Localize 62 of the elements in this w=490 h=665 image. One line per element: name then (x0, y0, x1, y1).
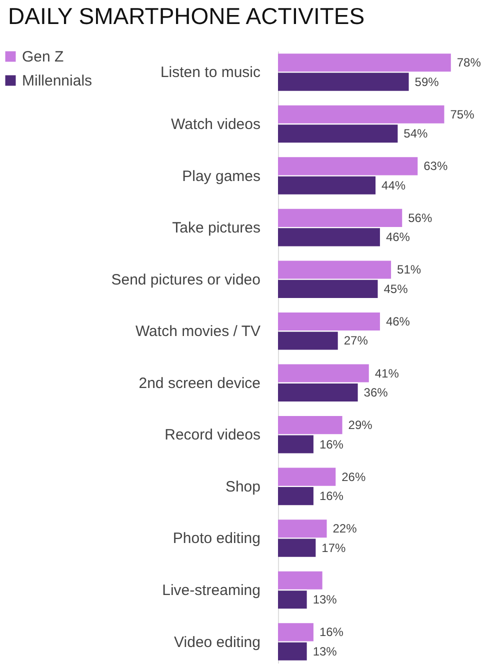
data-label: 78% (456, 56, 482, 70)
data-label: 59% (414, 74, 440, 89)
y-tick-label: Shop (225, 478, 260, 496)
y-tick-label: Live-streaming (162, 582, 260, 599)
data-label: 46% (386, 314, 410, 329)
bar (278, 364, 369, 382)
data-label: 51% (397, 262, 422, 277)
chart-title: DAILY SMARTPHONE ACTIVITES (8, 3, 365, 29)
bar (278, 312, 380, 331)
bar (278, 623, 314, 642)
y-tick-label: Watch movies / TV (135, 323, 260, 340)
bar (278, 538, 316, 557)
bar (278, 105, 444, 124)
bar (278, 54, 451, 72)
data-label: 13% (312, 592, 338, 607)
bar (278, 520, 327, 538)
y-tick-label: Take pictures (172, 220, 260, 237)
bar (278, 228, 380, 246)
data-label: 54% (404, 126, 428, 141)
bar (278, 468, 336, 486)
bar (278, 435, 314, 454)
data-label: 17% (322, 540, 346, 555)
data-label: 16% (319, 625, 344, 640)
bar (278, 176, 376, 194)
data-label: 46% (386, 230, 410, 244)
bar (278, 208, 402, 227)
bar (278, 571, 322, 590)
y-tick-label: Send pictures or video (111, 271, 260, 288)
y-tick-label: Photo editing (172, 530, 260, 548)
y-tick-label: Video editing (174, 634, 260, 651)
legend-label: Millennials (22, 72, 92, 90)
data-label: 63% (424, 159, 448, 174)
bar (278, 124, 398, 143)
data-label: 36% (364, 385, 388, 400)
bar (278, 280, 378, 298)
legend-label: Gen Z (22, 48, 64, 66)
bar (278, 383, 358, 402)
data-label: 44% (382, 178, 406, 192)
data-label: 16% (319, 489, 344, 504)
bar (278, 416, 342, 434)
y-tick-label: Listen to music (160, 64, 261, 82)
bar (278, 642, 307, 660)
y-tick-label: Watch videos (171, 116, 260, 134)
y-tick-label: Play games (182, 168, 260, 185)
data-label: 13% (312, 644, 338, 658)
bar (278, 487, 314, 506)
data-label: 26% (342, 470, 366, 484)
data-label: 27% (344, 334, 368, 348)
bar (278, 590, 307, 609)
data-label: 56% (408, 210, 432, 225)
data-label: 22% (332, 522, 358, 536)
data-label: 75% (450, 107, 475, 122)
bar (278, 260, 392, 279)
data-label: 41% (374, 366, 400, 380)
data-label: 45% (384, 282, 408, 296)
bar (278, 332, 338, 350)
bar (278, 157, 418, 176)
data-label: 29% (348, 418, 373, 432)
y-tick-label: Record videos (164, 426, 260, 444)
bar (278, 72, 409, 91)
y-tick-label: 2nd screen device (138, 374, 260, 392)
data-label: 16% (319, 437, 344, 452)
